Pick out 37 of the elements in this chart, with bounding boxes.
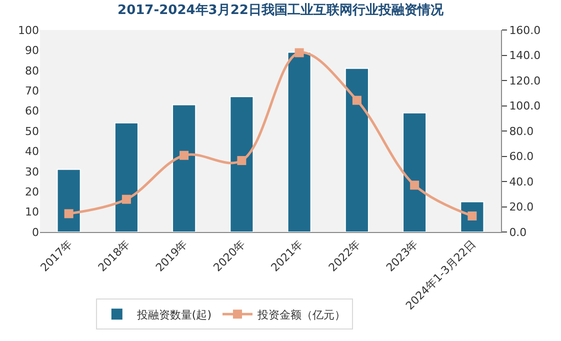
bar (230, 96, 254, 232)
y2-tick-label: 40.0 (509, 175, 534, 188)
y-tick-label: 40 (25, 145, 39, 158)
point (352, 96, 362, 105)
y-tick-label: 30 (25, 165, 39, 178)
point (294, 48, 304, 58)
y-tick-label: 70 (25, 84, 39, 98)
y2-tick-label: 60.0 (509, 150, 534, 164)
legend-label: 投资金额（亿元） (256, 308, 346, 322)
y-tick-label: 50 (25, 124, 39, 138)
y2-tick-label: 120.0 (509, 74, 541, 88)
y2-tick-label: 160.0 (509, 24, 541, 37)
y2-tick-label: 20.0 (509, 200, 534, 214)
bar (114, 122, 138, 232)
bar (402, 112, 427, 232)
y2-tick-label: 0.0 (509, 226, 527, 239)
y2-tick-label: 140.0 (509, 49, 541, 62)
chart-title: 2017-2024年3月22日我国工业互联网行业投融资情况 (118, 2, 444, 18)
bar (172, 104, 196, 232)
bar (344, 68, 369, 232)
y-tick-label: 0 (32, 226, 39, 239)
y-tick-label: 20 (25, 185, 39, 198)
legend-label: 投融资数量(起) (136, 308, 212, 322)
y-tick-label: 90 (25, 44, 39, 58)
point (237, 156, 246, 166)
bar (56, 168, 81, 232)
point (64, 209, 74, 218)
y2-tick-label: 100.0 (509, 100, 541, 113)
y-tick-label: 10 (25, 206, 39, 219)
point (122, 194, 131, 204)
y-tick-label: 60 (25, 104, 39, 118)
y-tick-label: 100 (18, 24, 39, 37)
point (180, 150, 189, 160)
bar (287, 52, 312, 232)
point (410, 180, 420, 190)
y-tick-label: 80 (25, 64, 39, 78)
y2-tick-label: 80.0 (509, 124, 534, 138)
